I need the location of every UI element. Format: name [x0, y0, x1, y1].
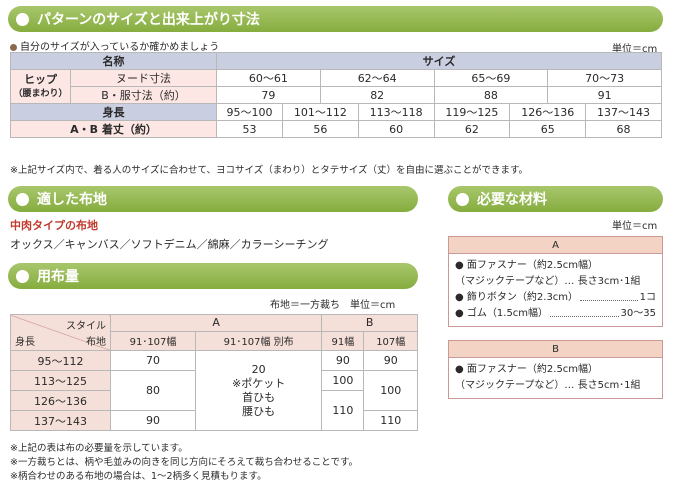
b107-value: 90	[363, 350, 418, 371]
material-item: （マジックテープなど）… 長さ5cm･1組	[455, 380, 641, 391]
materials-b-header: B	[448, 340, 663, 358]
b91-value: 110	[321, 390, 365, 431]
size-intro: 自分のサイズが入っているか確かめましょう	[10, 38, 219, 53]
a-value: 90	[109, 410, 197, 431]
garment-value: 79	[215, 86, 321, 104]
size-note: ※上記サイズ内で、着る人のサイズに合わせて、ヨコサイズ（まわり）とタテサイズ（丈…	[10, 165, 529, 176]
row-height: 113～125	[10, 370, 111, 391]
yardage-note-line: ※上記の表は布の必要量を示しています。	[10, 443, 188, 454]
materials-a-header: A	[448, 236, 663, 254]
name-header: 名称	[10, 52, 217, 70]
yardage-note-line: ※柄合わせのある布地の場合は、1～2柄多く見積もります。	[10, 471, 267, 482]
nude-value: 70～73	[547, 69, 662, 87]
size-header: サイズ	[215, 52, 663, 70]
garment-label: B・服寸法（約）	[70, 86, 217, 104]
bullet-icon	[16, 269, 29, 283]
fabric-label: 布地	[86, 337, 106, 348]
row-height: 126～136	[10, 390, 111, 411]
garment-value: 82	[319, 86, 435, 104]
height-value: 95～100	[215, 103, 283, 121]
section-header-fabric: 適した布地	[8, 186, 418, 212]
nude-label: ヌード寸法	[70, 69, 217, 87]
height-label: 身長	[15, 337, 35, 348]
section-title: 適した布地	[37, 192, 107, 208]
section-title: 用布量	[37, 269, 79, 285]
b-width-91: 91幅	[321, 330, 365, 352]
section-header-materials: 必要な材料	[448, 186, 663, 212]
row-height: 137～143	[10, 410, 111, 431]
length-value: 62	[433, 120, 511, 138]
extra-cell: 20 ※ポケット 首ひも 腰ひも	[195, 350, 323, 431]
b91-value: 100	[321, 370, 365, 391]
col-a-header: A	[109, 314, 323, 332]
a-extra: 91･107幅 別布	[195, 330, 323, 352]
nude-value: 60～61	[215, 69, 321, 87]
materials-a: A ● 面ファスナー（約2.5cm幅） （マジックテープなど）… 長さ3cm･1…	[448, 236, 663, 327]
col-b-header: B	[321, 314, 418, 332]
fabric-type: 中肉タイプの布地	[10, 219, 98, 232]
length-label: A・B 着丈（約）	[10, 120, 217, 138]
nude-value: 62～64	[319, 69, 435, 87]
size-table: 名称 サイズ ヒップ （腰まわり） ヌード寸法 60～61 62～64 65～69…	[10, 52, 663, 138]
section-header-size: パターンのサイズと出来上がり寸法	[8, 6, 663, 32]
fabric-list: オックス／キャンバス／ソフトデニム／綿麻／カラーシーチング	[10, 238, 329, 251]
a-value: 70	[109, 350, 197, 371]
b91-value: 90	[321, 350, 365, 371]
yardage-note-line: ※一方裁ちとは、柄や毛並みの向きを同じ方向にそろえて裁ち合わせることです。	[10, 457, 359, 468]
section-title: パターンのサイズと出来上がり寸法	[37, 12, 260, 28]
yardage-table: スタイル 身長 布地 A B 91･107幅 91･107幅 別布 91幅 10…	[10, 314, 418, 431]
bullet-icon	[16, 192, 29, 206]
height-value: 119～125	[433, 103, 511, 121]
material-item: （マジックテープなど）… 長さ3cm･1組	[455, 276, 641, 287]
length-value: 53	[215, 120, 283, 138]
materials-unit: 単位＝cm	[612, 221, 658, 232]
bullet-icon	[10, 43, 17, 51]
corner-header: スタイル 身長 布地	[10, 314, 111, 351]
b107-value: 110	[363, 410, 418, 431]
bullet-icon	[456, 192, 469, 206]
material-item: ● 面ファスナー（約2.5cm幅）	[455, 364, 599, 375]
material-item: ● 飾りボタン（約2.3cm） 1コ	[455, 292, 656, 303]
material-item: ● ゴム（1.5cm幅） 30～35	[455, 308, 656, 319]
b-width-107: 107幅	[363, 330, 418, 352]
b107-value: 100	[363, 370, 418, 411]
a-value: 80	[109, 370, 197, 411]
section-header-yardage: 用布量	[8, 263, 418, 289]
material-item: ● 面ファスナー（約2.5cm幅）	[455, 260, 599, 271]
style-label: スタイル	[66, 321, 106, 332]
length-value: 65	[509, 120, 587, 138]
length-value: 56	[281, 120, 359, 138]
height-value: 126～136	[509, 103, 587, 121]
height-value: 137～143	[585, 103, 662, 121]
row-height: 95～112	[10, 350, 111, 371]
height-label: 身長	[10, 103, 217, 121]
materials-b: B ● 面ファスナー（約2.5cm幅） （マジックテープなど）… 長さ5cm･1…	[448, 340, 663, 399]
length-value: 60	[357, 120, 435, 138]
garment-value: 91	[547, 86, 662, 104]
yardage-note: 布地＝一方裁ち 単位＝cm	[270, 300, 396, 311]
height-value: 101～112	[281, 103, 359, 121]
height-value: 113～118	[357, 103, 435, 121]
a-width: 91･107幅	[109, 330, 197, 352]
garment-value: 88	[433, 86, 549, 104]
nude-value: 65～69	[433, 69, 549, 87]
hip-label: ヒップ （腰まわり）	[10, 69, 71, 104]
length-value: 68	[585, 120, 662, 138]
bullet-icon	[16, 12, 29, 26]
unit-label: 単位＝cm	[612, 44, 658, 55]
section-title: 必要な材料	[477, 192, 547, 208]
